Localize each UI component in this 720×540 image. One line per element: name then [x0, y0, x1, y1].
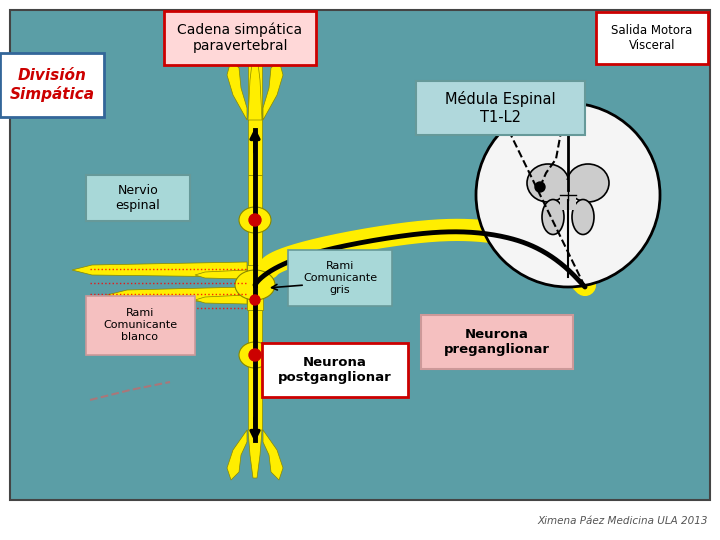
- Ellipse shape: [239, 342, 271, 368]
- FancyBboxPatch shape: [164, 11, 316, 65]
- Circle shape: [249, 214, 261, 226]
- Ellipse shape: [542, 199, 564, 234]
- Bar: [248, 355, 262, 430]
- Circle shape: [476, 103, 660, 287]
- Circle shape: [250, 295, 260, 305]
- Ellipse shape: [239, 207, 271, 233]
- Bar: [248, 175, 262, 220]
- Polygon shape: [107, 287, 247, 302]
- Bar: [248, 220, 262, 265]
- FancyBboxPatch shape: [415, 81, 585, 135]
- Text: Cadena simpática
paravertebral: Cadena simpática paravertebral: [177, 23, 302, 53]
- Ellipse shape: [527, 164, 569, 202]
- Polygon shape: [263, 430, 283, 480]
- FancyBboxPatch shape: [421, 315, 573, 369]
- Circle shape: [249, 349, 261, 361]
- Text: División
Simpática: División Simpática: [9, 68, 94, 102]
- Polygon shape: [227, 430, 247, 480]
- Ellipse shape: [567, 164, 609, 202]
- Text: Rami
Comunicante
blanco: Rami Comunicante blanco: [103, 308, 177, 342]
- Circle shape: [535, 182, 545, 192]
- Text: Rami
Comunicante
gris: Rami Comunicante gris: [303, 261, 377, 295]
- FancyBboxPatch shape: [86, 175, 190, 221]
- Text: Ximena Páez Medicina ULA 2013: Ximena Páez Medicina ULA 2013: [538, 516, 708, 526]
- Polygon shape: [227, 60, 247, 120]
- Polygon shape: [195, 270, 247, 279]
- Bar: [248, 310, 262, 355]
- Text: Nervio
espinal: Nervio espinal: [116, 184, 161, 212]
- Polygon shape: [195, 295, 247, 304]
- FancyBboxPatch shape: [288, 250, 392, 306]
- Text: Salida Motora
Visceral: Salida Motora Visceral: [611, 24, 693, 52]
- Bar: [248, 60, 262, 175]
- FancyBboxPatch shape: [596, 12, 708, 64]
- Ellipse shape: [235, 270, 275, 300]
- FancyBboxPatch shape: [262, 343, 408, 397]
- Polygon shape: [72, 262, 247, 277]
- Ellipse shape: [572, 199, 594, 234]
- Text: Neurona
postganglionar: Neurona postganglionar: [278, 356, 392, 384]
- Bar: [247, 265, 263, 310]
- Polygon shape: [263, 60, 283, 120]
- Text: Neurona
preganglionar: Neurona preganglionar: [444, 328, 550, 356]
- FancyBboxPatch shape: [86, 295, 194, 354]
- Text: Médula Espinal
T1-L2: Médula Espinal T1-L2: [445, 91, 555, 125]
- Polygon shape: [248, 55, 262, 120]
- FancyBboxPatch shape: [0, 53, 104, 117]
- Polygon shape: [248, 430, 262, 478]
- Bar: [560, 180, 576, 210]
